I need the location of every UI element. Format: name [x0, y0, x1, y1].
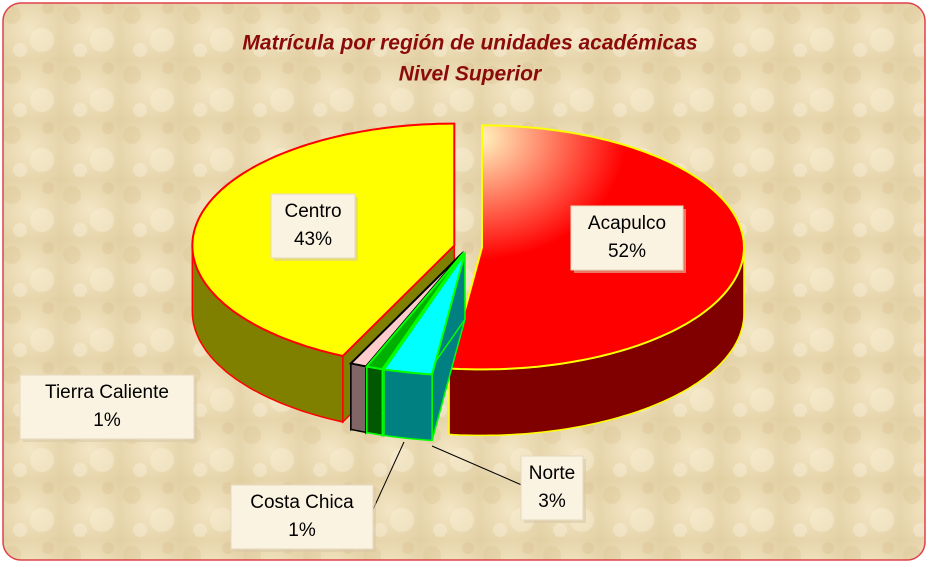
label-box — [520, 455, 584, 521]
chart-subtitle: Nivel Superior — [399, 63, 543, 86]
slice-wall — [383, 368, 433, 442]
data-label-value: 1% — [288, 520, 316, 541]
data-label-value: 3% — [538, 491, 566, 512]
label-box — [570, 205, 684, 271]
data-label-name: Tierra Caliente — [45, 382, 169, 403]
data-label-name: Norte — [529, 463, 575, 484]
slice-wall — [350, 362, 367, 434]
slice — [382, 252, 466, 376]
data-label-value: 1% — [93, 410, 121, 431]
chart-title: Matrícula por región de unidades académi… — [242, 32, 697, 55]
slice — [364, 252, 465, 371]
data-label-name: Centro — [284, 201, 341, 222]
leader-line — [431, 445, 525, 487]
slice-wall — [366, 365, 384, 437]
label-box — [19, 374, 195, 440]
data-label-value: 43% — [294, 229, 332, 250]
label-box — [230, 484, 374, 550]
labels: Acapulco 52% Norte 3% Costa Chica 1% Tierra Ca… — [19, 193, 686, 552]
data-label-value: 52% — [608, 241, 646, 262]
data-label-name: Acapulco — [588, 213, 666, 234]
label-box — [270, 193, 356, 259]
data-label-name: Costa Chica — [250, 492, 354, 513]
